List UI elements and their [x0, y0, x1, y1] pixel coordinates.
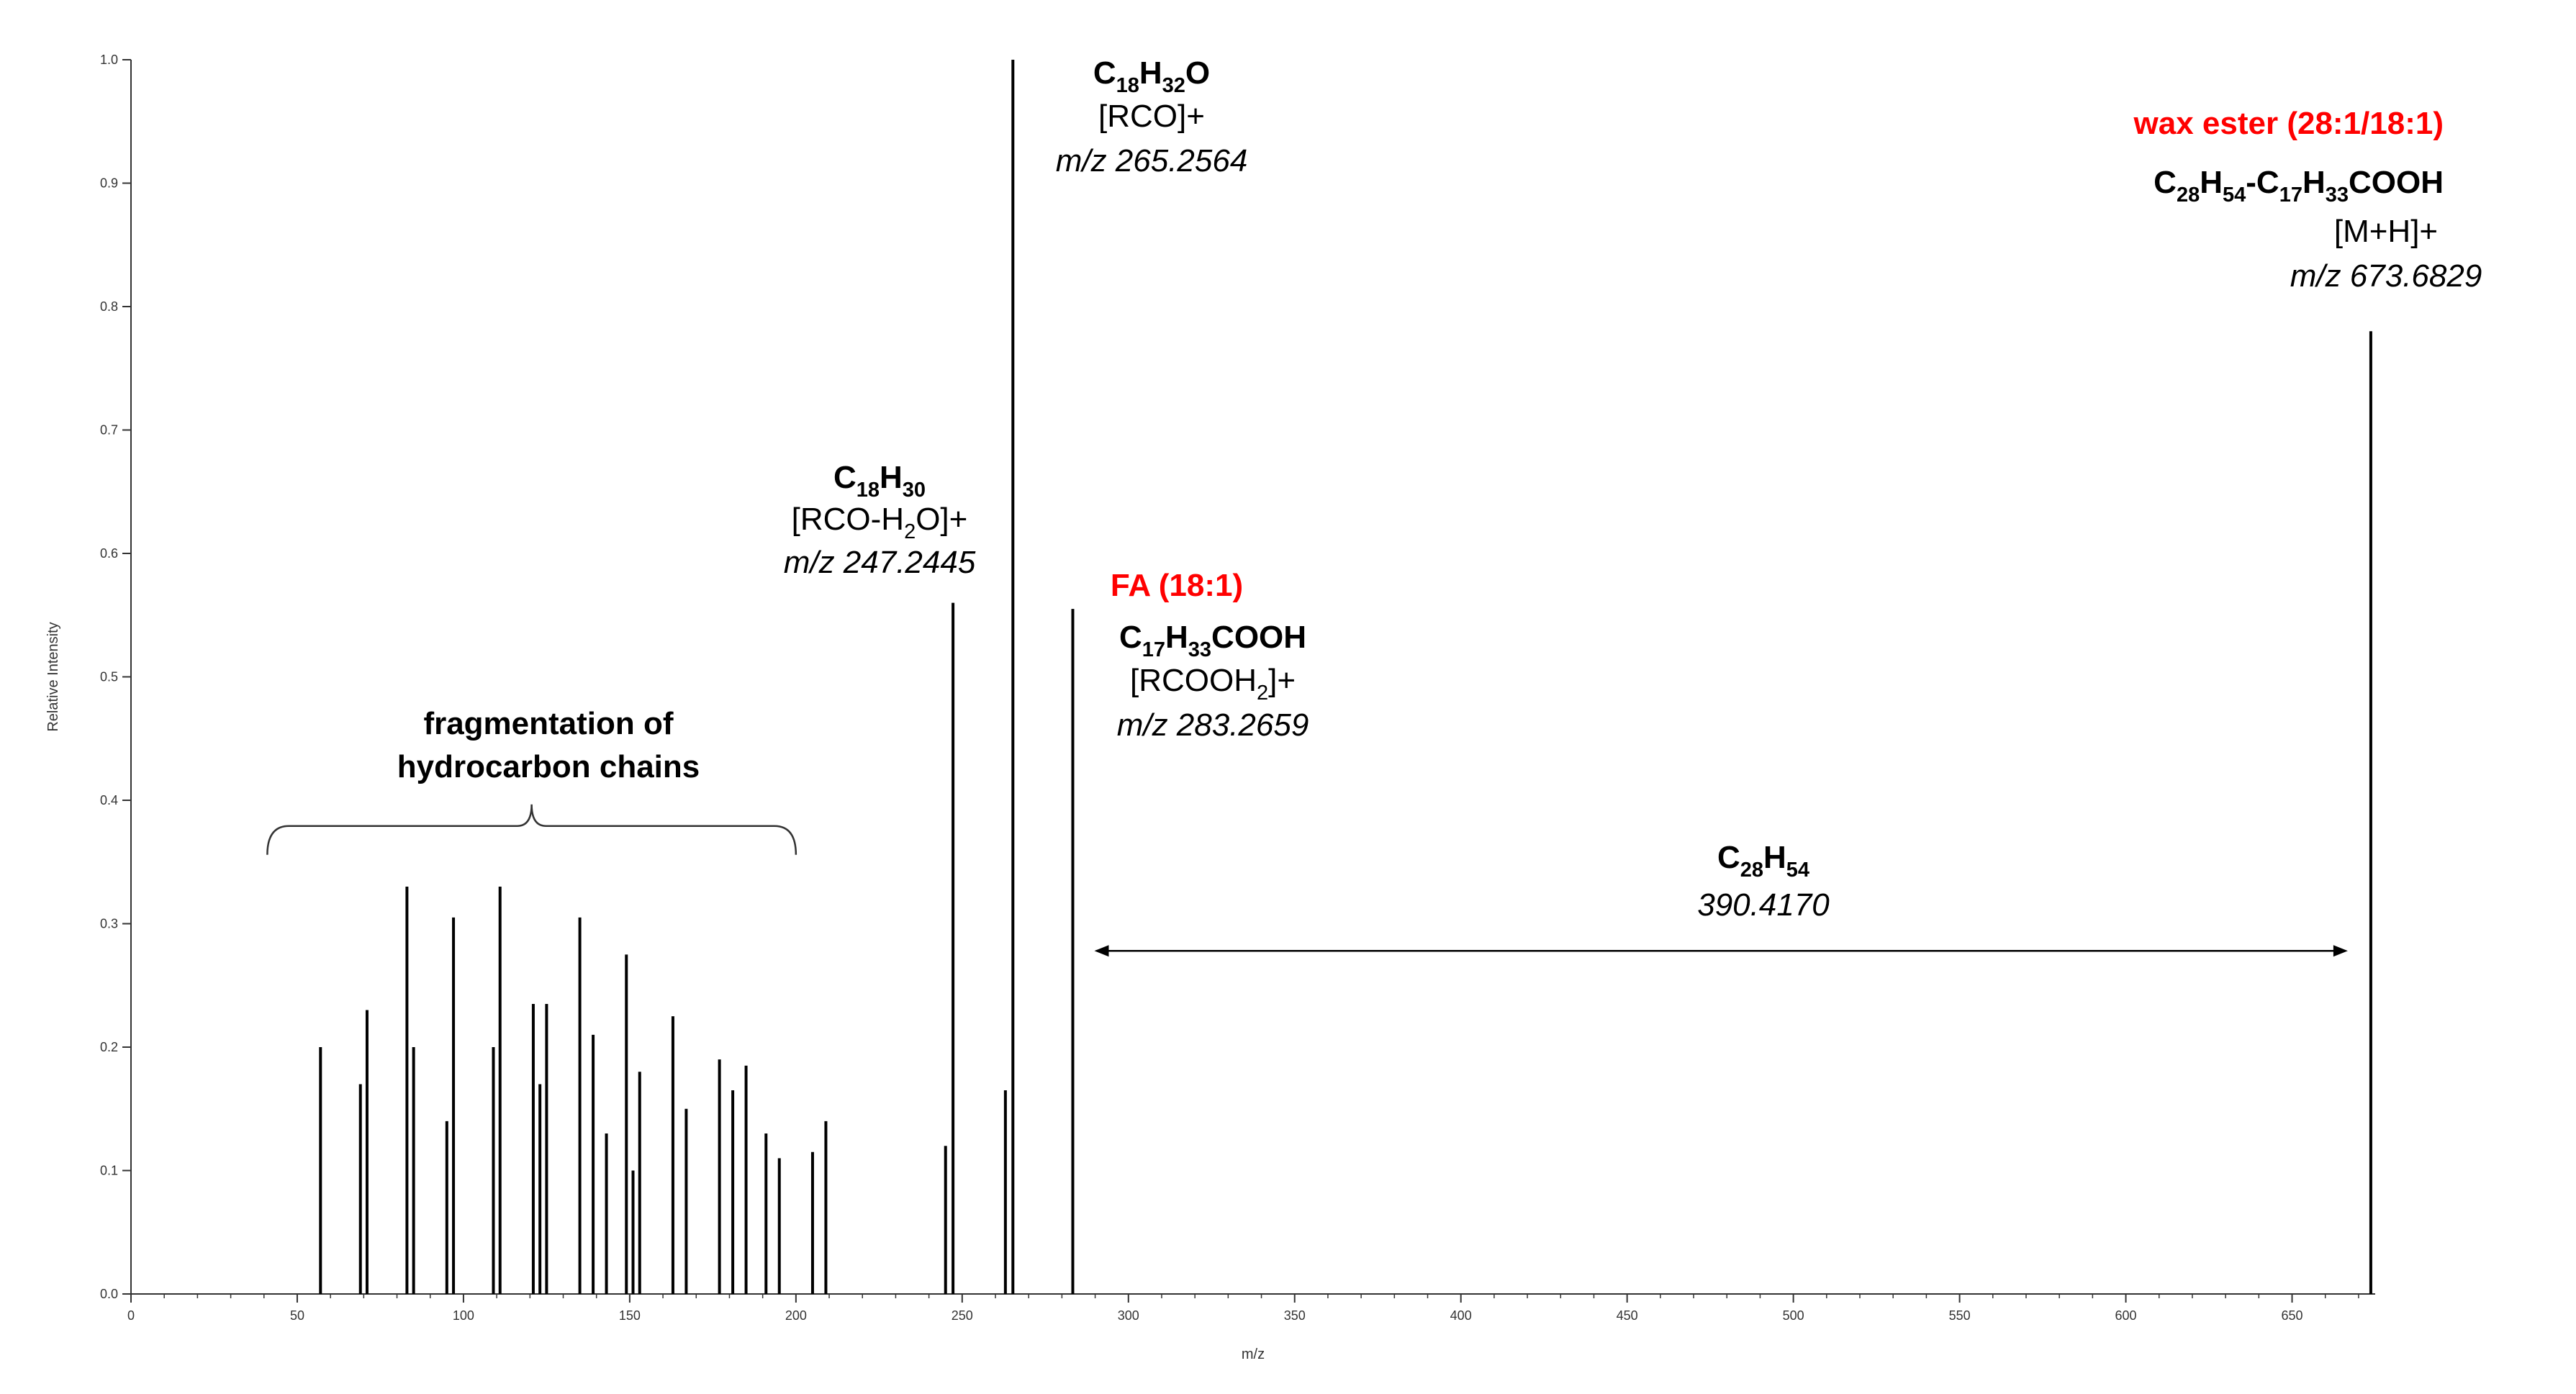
- x-axis-label: m/z: [1242, 1347, 1265, 1362]
- y-tick-label: 0.0: [100, 1287, 118, 1301]
- rco-h2o-formula: C18H30: [833, 460, 926, 502]
- x-tick-label: 50: [290, 1308, 304, 1323]
- rco-ion: [RCO]+: [1098, 99, 1205, 134]
- neutral-loss-value: 390.4170: [1697, 887, 1830, 923]
- y-tick-label: 0.5: [100, 670, 118, 684]
- fragmentation-brace: [266, 804, 797, 855]
- x-tick-label: 500: [1783, 1308, 1804, 1323]
- ticks: 0 50 100 150 200 250 300 350 400 450 500 550 600 650 0…: [45, 53, 2359, 1362]
- y-tick-label: 0.3: [100, 917, 118, 931]
- fragmentation-label-line1: fragmentation of: [423, 706, 673, 741]
- peaks: [319, 60, 2372, 1294]
- x-tick-label: 650: [2281, 1308, 2302, 1323]
- wax-ester-mz: m/z 673.6829: [2290, 258, 2482, 294]
- x-tick-label: 400: [1450, 1308, 1472, 1323]
- x-tick-label: 550: [1949, 1308, 1971, 1323]
- fa-formula: C17H33COOH: [1119, 620, 1306, 661]
- wax-ester-name: wax ester (28:1/18:1): [2133, 106, 2444, 141]
- neutral-loss-arrowhead-left: [1094, 945, 1109, 957]
- y-tick-label: 0.9: [100, 176, 118, 191]
- x-tick-label: 250: [952, 1308, 973, 1323]
- neutral-loss-arrowhead-right: [2333, 945, 2348, 957]
- y-tick-label: 0.4: [100, 793, 118, 807]
- x-tick-label: 600: [2115, 1308, 2137, 1323]
- y-tick-label: 0.7: [100, 423, 118, 438]
- y-tick-label: 0.2: [100, 1040, 118, 1054]
- x-tick-label: 150: [619, 1308, 641, 1323]
- y-axis-label: Relative Intensity: [45, 622, 61, 731]
- y-tick-label: 1.0: [100, 53, 118, 67]
- y-tick-label: 0.1: [100, 1164, 118, 1178]
- fa-mz: m/z 283.2659: [1117, 707, 1309, 743]
- x-tick-label: 450: [1617, 1308, 1638, 1323]
- wax-ester-ion: [M+H]+: [2334, 214, 2438, 249]
- fa-name: FA (18:1): [1111, 568, 1243, 603]
- x-tick-label: 350: [1284, 1308, 1306, 1323]
- y-tick-label: 0.6: [100, 546, 118, 561]
- x-tick-label: 0: [127, 1308, 135, 1323]
- fa-ion: [RCOOH2]+: [1130, 663, 1296, 705]
- neutral-loss-formula: C28H54: [1717, 840, 1809, 882]
- y-tick-label: 0.8: [100, 299, 118, 314]
- rco-h2o-mz: m/z 247.2445: [784, 545, 976, 580]
- rco-mz: m/z 265.2564: [1056, 143, 1248, 178]
- annotations: fragmentation of hydrocarbon chains C18H30…: [266, 55, 2482, 957]
- x-tick-label: 300: [1118, 1308, 1139, 1323]
- fragmentation-label-line2: hydrocarbon chains: [397, 749, 700, 784]
- x-tick-label: 200: [785, 1308, 807, 1323]
- wax-ester-formula: C28H54-C17H33COOH: [2154, 165, 2444, 207]
- x-tick-label: 100: [453, 1308, 474, 1323]
- rco-h2o-ion: [RCO-H2O]+: [792, 502, 968, 543]
- rco-formula: C18H32O: [1093, 55, 1210, 97]
